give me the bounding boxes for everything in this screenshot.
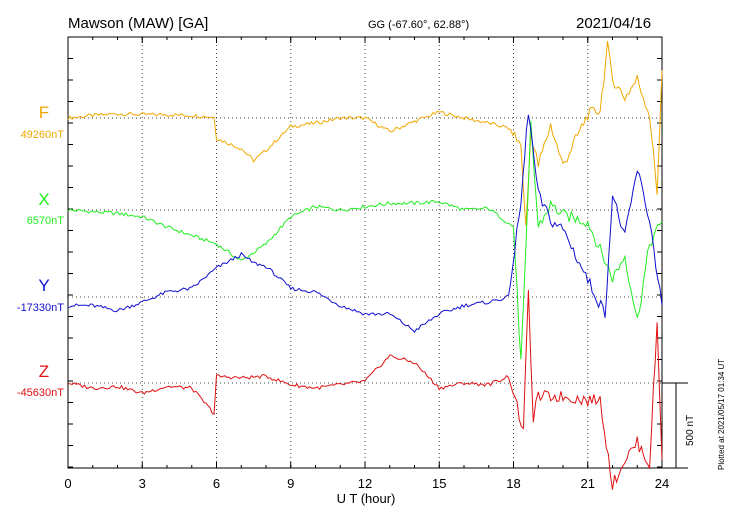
x-tick-label-0: 0 (64, 476, 71, 491)
series-X-line (67, 120, 663, 360)
x-tick-label-21: 21 (581, 476, 595, 491)
series-label-Z: Z (39, 362, 49, 381)
x-tick-label-6: 6 (213, 476, 220, 491)
series-Z-line (67, 289, 663, 490)
x-axis-label: U T (hour) (337, 491, 396, 506)
date-label: 2021/04/16 (576, 15, 651, 32)
scale-bar: 500 nT (662, 382, 696, 469)
plotted-note: Plotted at 2021/05/17 01:34 UT (717, 359, 726, 470)
series-label-F: F (39, 103, 49, 122)
series-group (67, 40, 663, 490)
baselines (68, 117, 662, 384)
x-tick-label-15: 15 (432, 476, 446, 491)
x-tick-label-18: 18 (506, 476, 520, 491)
coordinates-label: GG (-67.60°, 62.88°) (368, 19, 469, 31)
x-tick-label-9: 9 (287, 476, 294, 491)
series-F-line (67, 40, 663, 226)
series-Y-line (67, 114, 663, 334)
series-label-X: X (38, 190, 49, 209)
series-baseline-value-Y: -17330nT (17, 302, 64, 314)
axis-ticks: 0 3 6 9 12 15 18 21 24 (64, 36, 669, 491)
station-title: Mawson (MAW) [GA] (68, 15, 208, 32)
scale-bar-label: 500 nT (685, 415, 696, 446)
x-tick-label-24: 24 (655, 476, 669, 491)
x-tick-label-12: 12 (358, 476, 372, 491)
series-labels: F 49260nT X 6570nT Y -17330nT Z -45630nT (17, 103, 64, 399)
series-baseline-value-X: 6570nT (27, 215, 65, 227)
series-label-Y: Y (38, 276, 49, 295)
series-baseline-value-F: 49260nT (21, 129, 65, 141)
grid-lines (141, 37, 589, 468)
x-tick-label-3: 3 (139, 476, 146, 491)
series-baseline-value-Z: -45630nT (17, 387, 64, 399)
